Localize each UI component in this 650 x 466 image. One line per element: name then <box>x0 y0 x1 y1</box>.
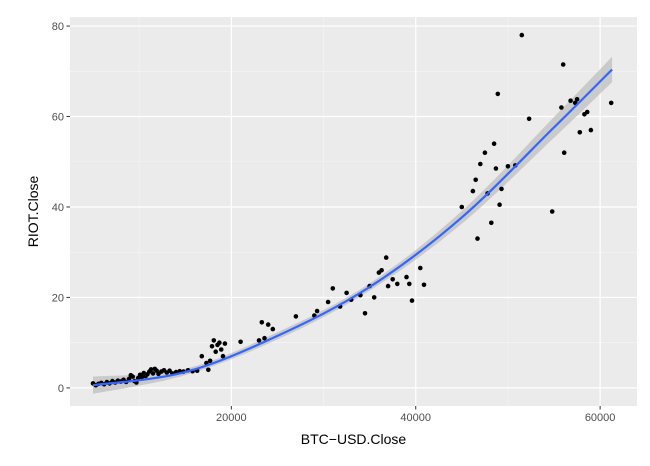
data-point <box>270 326 276 332</box>
data-point <box>207 358 213 364</box>
data-point <box>526 116 532 122</box>
data-point <box>574 97 580 102</box>
data-point <box>561 150 567 155</box>
data-point <box>259 320 265 325</box>
minor-gridlines <box>70 17 637 406</box>
axis-ticks <box>66 25 601 410</box>
data-point <box>126 376 132 382</box>
data-point <box>256 338 262 343</box>
data-point <box>473 177 479 183</box>
data-point <box>222 341 228 346</box>
data-point <box>584 109 590 115</box>
data-point <box>470 188 476 194</box>
data-point <box>505 164 511 169</box>
data-point <box>314 308 320 314</box>
data-point <box>390 277 396 282</box>
data-point <box>491 141 497 146</box>
data-point <box>362 311 368 316</box>
data-point <box>478 161 483 167</box>
data-point <box>218 347 224 352</box>
data-point <box>262 335 267 341</box>
data-point <box>608 100 614 106</box>
x-axis-title: BTC−USD.Close <box>301 431 407 447</box>
data-point <box>371 295 377 300</box>
data-point <box>482 150 488 155</box>
x-tick-label: 60000 <box>585 412 616 424</box>
data-point <box>220 353 226 359</box>
data-point <box>395 281 400 287</box>
y-tick-label: 80 <box>52 21 64 33</box>
data-point <box>499 186 504 192</box>
data-point <box>497 202 502 207</box>
data-point <box>213 349 218 355</box>
data-point <box>568 98 573 103</box>
data-point <box>211 338 217 343</box>
y-tick-label: 20 <box>52 292 64 304</box>
y-tick-label: 60 <box>52 112 64 124</box>
data-point <box>475 236 480 241</box>
axis-tick-labels: 20000 40000 60000 0 20 40 60 80 <box>52 21 616 424</box>
data-point <box>385 283 391 289</box>
plot-panel <box>70 17 637 406</box>
smooth-line <box>92 68 613 387</box>
data-point <box>265 322 271 327</box>
x-tick-label: 40000 <box>400 412 431 424</box>
data-point <box>495 91 501 97</box>
data-point <box>238 339 243 345</box>
data-point <box>150 371 156 376</box>
data-point <box>459 204 465 210</box>
data-point <box>330 286 336 291</box>
data-point <box>404 274 409 280</box>
data-point <box>293 314 299 319</box>
data-point <box>139 374 145 380</box>
data-point <box>588 127 594 133</box>
data-point <box>409 298 415 303</box>
data-point <box>325 299 331 305</box>
data-point <box>421 282 427 288</box>
data-point <box>493 166 499 171</box>
data-point <box>379 268 384 273</box>
data-point <box>199 353 205 359</box>
major-gridlines <box>70 17 637 406</box>
x-tick-label: 20000 <box>216 412 247 424</box>
data-point <box>148 367 154 372</box>
data-point <box>489 220 494 226</box>
data-point <box>407 281 412 287</box>
data-point <box>217 340 222 346</box>
data-point <box>209 344 215 349</box>
data-point <box>206 367 211 373</box>
data-point <box>559 105 564 110</box>
y-axis-title: RIOT.Close <box>25 176 41 248</box>
data-point <box>560 62 566 67</box>
y-tick-label: 40 <box>52 202 64 214</box>
data-point <box>130 374 135 379</box>
y-tick-label: 0 <box>58 383 64 395</box>
data-point <box>344 290 349 296</box>
data-point <box>549 209 555 214</box>
data-point <box>383 255 389 260</box>
data-point <box>519 32 525 38</box>
data-point <box>418 265 423 271</box>
data-point <box>577 130 583 135</box>
